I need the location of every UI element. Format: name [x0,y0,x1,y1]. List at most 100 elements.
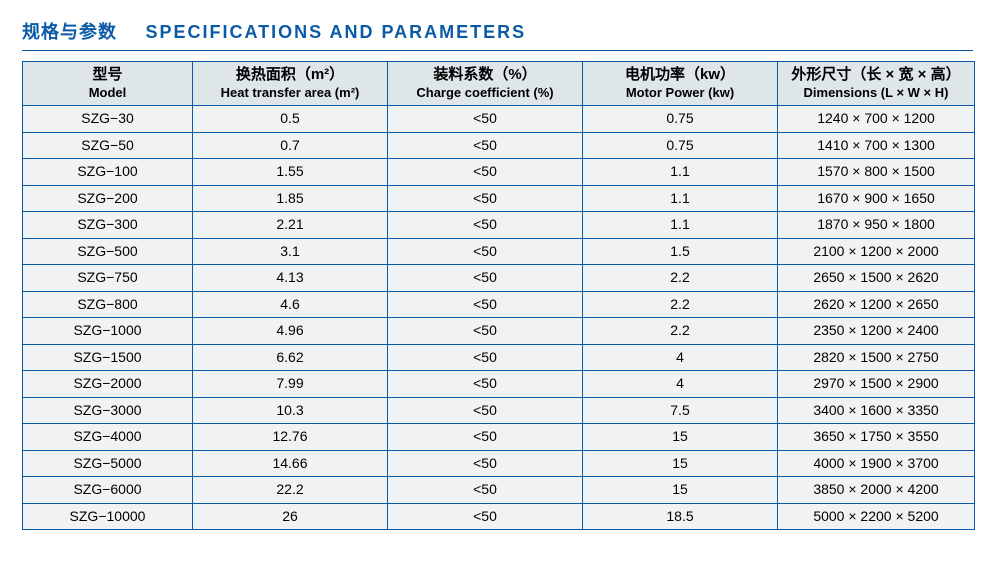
column-header-en: Motor Power (kw) [587,85,773,101]
table-cell: 3400 × 1600 × 3350 [778,397,975,424]
table-cell: 1.55 [193,159,388,186]
table-cell: 4.6 [193,291,388,318]
column-header: 型号Model [23,62,193,106]
table-cell: 2820 × 1500 × 2750 [778,344,975,371]
table-cell: <50 [388,450,583,477]
column-header-cn: 型号 [27,66,188,85]
spec-table-head: 型号Model换热面积（m²）Heat transfer area (m²)装料… [23,62,975,106]
table-cell: <50 [388,344,583,371]
table-cell: 6.62 [193,344,388,371]
table-cell: SZG−6000 [23,477,193,504]
table-cell: 0.75 [583,132,778,159]
table-row: SZG−1001.55<501.11570 × 800 × 1500 [23,159,975,186]
table-cell: 1570 × 800 × 1500 [778,159,975,186]
table-cell: SZG−2000 [23,371,193,398]
table-cell: 1410 × 700 × 1300 [778,132,975,159]
table-cell: <50 [388,397,583,424]
table-cell: 2620 × 1200 × 2650 [778,291,975,318]
table-cell: SZG−300 [23,212,193,239]
column-header: 外形尺寸（长 × 宽 × 高）Dimensions (L × W × H) [778,62,975,106]
column-header: 装料系数（%）Charge coefficient (%) [388,62,583,106]
table-row: SZG−3002.21<501.11870 × 950 × 1800 [23,212,975,239]
table-cell: 4 [583,344,778,371]
table-cell: SZG−3000 [23,397,193,424]
table-cell: 7.99 [193,371,388,398]
table-row: SZG−8004.6<502.22620 × 1200 × 2650 [23,291,975,318]
table-cell: 1670 × 900 × 1650 [778,185,975,212]
table-cell: <50 [388,503,583,530]
table-row: SZG−20007.99<5042970 × 1500 × 2900 [23,371,975,398]
table-cell: SZG−500 [23,238,193,265]
table-row: SZG−2001.85<501.11670 × 900 × 1650 [23,185,975,212]
table-row: SZG−7504.13<502.22650 × 1500 × 2620 [23,265,975,292]
column-header-cn: 装料系数（%） [392,66,578,85]
column-header: 换热面积（m²）Heat transfer area (m²) [193,62,388,106]
table-cell: <50 [388,265,583,292]
table-cell: 4000 × 1900 × 3700 [778,450,975,477]
column-header: 电机功率（kw）Motor Power (kw) [583,62,778,106]
column-header-en: Charge coefficient (%) [392,85,578,101]
spec-table: 型号Model换热面积（m²）Heat transfer area (m²)装料… [22,61,975,530]
table-cell: 1240 × 700 × 1200 [778,106,975,133]
table-row: SZG−600022.2<50153850 × 2000 × 4200 [23,477,975,504]
table-cell: <50 [388,318,583,345]
table-cell: 1870 × 950 × 1800 [778,212,975,239]
table-cell: <50 [388,291,583,318]
table-cell: <50 [388,371,583,398]
table-cell: 4.96 [193,318,388,345]
table-row: SZG−15006.62<5042820 × 1500 × 2750 [23,344,975,371]
table-cell: <50 [388,212,583,239]
column-header-cn: 电机功率（kw） [587,66,773,85]
column-header-en: Model [27,85,188,101]
table-cell: 2.2 [583,265,778,292]
table-cell: 22.2 [193,477,388,504]
table-cell: SZG−4000 [23,424,193,451]
table-cell: 2.21 [193,212,388,239]
table-cell: 2.2 [583,291,778,318]
table-cell: 2.2 [583,318,778,345]
table-cell: 18.5 [583,503,778,530]
table-row: SZG−500.7<500.751410 × 700 × 1300 [23,132,975,159]
table-cell: 1.85 [193,185,388,212]
table-row: SZG−500014.66<50154000 × 1900 × 3700 [23,450,975,477]
title-cn: 规格与参数 [22,18,117,44]
table-cell: 14.66 [193,450,388,477]
table-cell: 7.5 [583,397,778,424]
table-row: SZG−400012.76<50153650 × 1750 × 3550 [23,424,975,451]
table-row: SZG−10004.96<502.22350 × 1200 × 2400 [23,318,975,345]
table-cell: <50 [388,132,583,159]
page-title-row: 规格与参数 SPECIFICATIONS AND PARAMETERS [22,18,973,44]
table-cell: 15 [583,477,778,504]
title-en: SPECIFICATIONS AND PARAMETERS [145,22,526,43]
table-cell: <50 [388,424,583,451]
table-cell: <50 [388,185,583,212]
table-cell: <50 [388,106,583,133]
table-cell: SZG−100 [23,159,193,186]
table-cell: 3.1 [193,238,388,265]
spec-table-body: SZG−300.5<500.751240 × 700 × 1200SZG−500… [23,106,975,530]
table-cell: 2970 × 1500 × 2900 [778,371,975,398]
table-cell: 12.76 [193,424,388,451]
column-header-en: Heat transfer area (m²) [197,85,383,101]
table-cell: SZG−5000 [23,450,193,477]
title-underline [22,50,973,51]
table-cell: 1.5 [583,238,778,265]
table-cell: 15 [583,424,778,451]
table-row: SZG−300.5<500.751240 × 700 × 1200 [23,106,975,133]
table-cell: 4 [583,371,778,398]
table-cell: 1.1 [583,185,778,212]
table-cell: 0.7 [193,132,388,159]
table-row: SZG−5003.1<501.52100 × 1200 × 2000 [23,238,975,265]
table-cell: 3650 × 1750 × 3550 [778,424,975,451]
spec-table-header-row: 型号Model换热面积（m²）Heat transfer area (m²)装料… [23,62,975,106]
column-header-cn: 换热面积（m²） [197,66,383,85]
table-cell: 15 [583,450,778,477]
table-cell: <50 [388,477,583,504]
table-cell: <50 [388,238,583,265]
table-cell: 26 [193,503,388,530]
table-row: SZG−300010.3<507.53400 × 1600 × 3350 [23,397,975,424]
table-cell: 1.1 [583,159,778,186]
table-cell: 1.1 [583,212,778,239]
table-cell: <50 [388,159,583,186]
table-cell: 3850 × 2000 × 4200 [778,477,975,504]
